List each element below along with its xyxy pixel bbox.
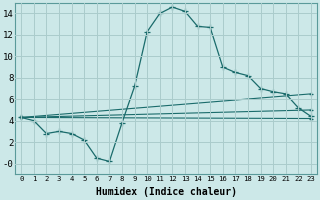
- X-axis label: Humidex (Indice chaleur): Humidex (Indice chaleur): [96, 187, 236, 197]
